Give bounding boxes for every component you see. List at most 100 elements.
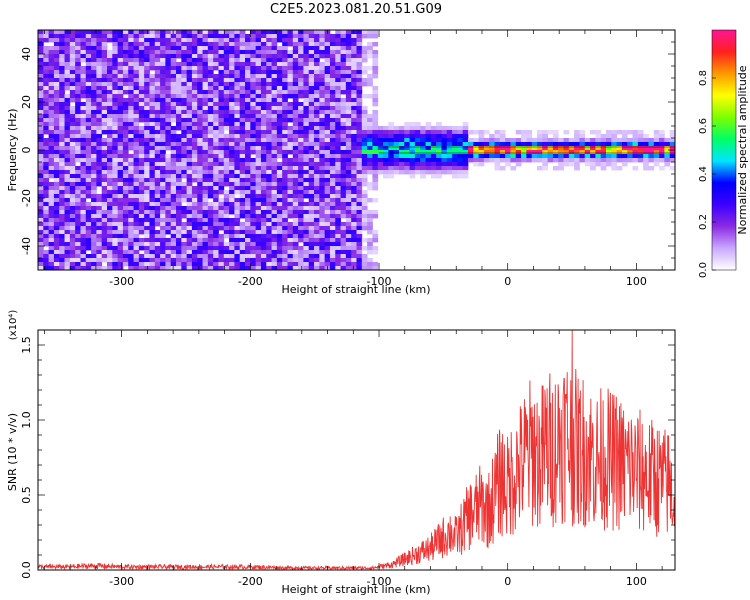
heatmap-cell: [170, 266, 177, 270]
heatmap-cell: [345, 54, 352, 59]
heatmap-cell: [75, 242, 81, 247]
heatmap-cell: [595, 158, 602, 163]
heatmap-cell: [250, 102, 257, 107]
heatmap-cell: [133, 190, 140, 195]
heatmap-cell: [197, 122, 203, 127]
heatmap-cell: [574, 146, 580, 151]
heatmap-cell: [107, 266, 113, 270]
heatmap-cell: [80, 250, 87, 255]
heatmap-cell: [234, 258, 241, 263]
heatmap-cell: [43, 202, 50, 207]
heatmap-cell: [85, 90, 92, 95]
heatmap-cell: [80, 38, 87, 43]
heatmap-cell: [101, 162, 108, 167]
heatmap-cell: [276, 118, 283, 123]
heatmap-cell: [266, 78, 272, 83]
heatmap-cell: [351, 254, 357, 259]
heatmap-cell: [59, 110, 65, 115]
heatmap-cell: [75, 246, 81, 251]
heatmap-cell: [176, 62, 182, 67]
heatmap-cell: [197, 146, 203, 151]
heatmap-cell: [69, 222, 76, 227]
heatmap-cell: [234, 42, 241, 47]
heatmap-cell: [287, 210, 294, 215]
heatmap-cell: [64, 214, 71, 219]
heatmap-cell: [101, 126, 108, 131]
heatmap-cell: [335, 150, 341, 155]
heatmap-cell: [170, 102, 177, 107]
heatmap-cell: [91, 170, 97, 175]
heatmap-cell: [420, 150, 426, 155]
heatmap-cell: [319, 206, 326, 211]
heatmap-cell: [202, 134, 209, 139]
heatmap-cell: [101, 118, 108, 123]
heatmap-cell: [308, 262, 315, 267]
heatmap-cell: [393, 162, 400, 167]
heatmap-cell: [271, 118, 278, 123]
heatmap-cell: [53, 166, 60, 171]
heatmap-cell: [202, 238, 209, 243]
heatmap-cell: [351, 102, 357, 107]
heatmap-cell: [85, 142, 92, 147]
heatmap-cell: [616, 138, 623, 143]
heatmap-cell: [536, 134, 543, 139]
heatmap-cell: [59, 102, 65, 107]
heatmap-cell: [420, 134, 426, 139]
heatmap-cell: [160, 174, 166, 179]
heatmap-cell: [96, 126, 103, 131]
heatmap-cell: [202, 126, 209, 131]
heatmap-cell: [345, 178, 352, 183]
heatmap-cell: [579, 130, 586, 135]
heatmap-cell: [144, 54, 150, 59]
heatmap-cell: [595, 142, 602, 147]
heatmap-cell: [351, 90, 357, 95]
heatmap-cell: [80, 126, 87, 131]
heatmap-cell: [367, 94, 373, 99]
heatmap-cell: [356, 62, 363, 67]
heatmap-cell: [229, 254, 235, 259]
heatmap-cell: [319, 162, 326, 167]
heatmap-cell: [101, 214, 108, 219]
heatmap-cell: [324, 162, 331, 167]
heatmap-cell: [128, 146, 134, 151]
heatmap-cell: [213, 254, 219, 259]
heatmap-cell: [149, 166, 156, 171]
heatmap-cell: [218, 94, 225, 99]
heatmap-cell: [377, 170, 384, 175]
heatmap-cell: [117, 190, 124, 195]
heatmap-cell: [186, 254, 193, 259]
heatmap-cell: [107, 162, 113, 167]
heatmap-cell: [128, 58, 134, 63]
heatmap-cell: [170, 130, 177, 135]
heatmap-cell: [276, 242, 283, 247]
heatmap-cell: [452, 146, 458, 151]
heatmap-cell: [531, 158, 538, 163]
heatmap-cell: [266, 34, 272, 39]
heatmap-cell: [314, 126, 320, 131]
heatmap-cell: [292, 142, 299, 147]
heatmap-cell: [223, 142, 230, 147]
heatmap-cell: [218, 30, 225, 35]
heatmap-cell: [165, 142, 172, 147]
heatmap-cell: [239, 106, 246, 111]
heatmap-cell: [308, 162, 315, 167]
heatmap-cell: [324, 218, 331, 223]
heatmap-cell: [324, 38, 331, 43]
heatmap-cell: [319, 38, 326, 43]
heatmap-cell: [356, 30, 363, 35]
heatmap-cell: [303, 190, 310, 195]
heatmap-cell: [64, 230, 71, 235]
heatmap-cell: [324, 238, 331, 243]
x-tick-label: -100: [367, 575, 392, 588]
heatmap-cell: [176, 258, 182, 263]
heatmap-cell: [207, 82, 214, 87]
heatmap-cell: [170, 34, 177, 39]
heatmap-cell: [340, 54, 347, 59]
heatmap-cell: [75, 42, 81, 47]
heatmap-cell: [351, 258, 357, 263]
heatmap-cell: [372, 178, 379, 183]
heatmap-cell: [144, 158, 150, 163]
heatmap-cell: [329, 262, 336, 267]
heatmap-cell: [117, 246, 124, 251]
heatmap-cell: [154, 142, 161, 147]
